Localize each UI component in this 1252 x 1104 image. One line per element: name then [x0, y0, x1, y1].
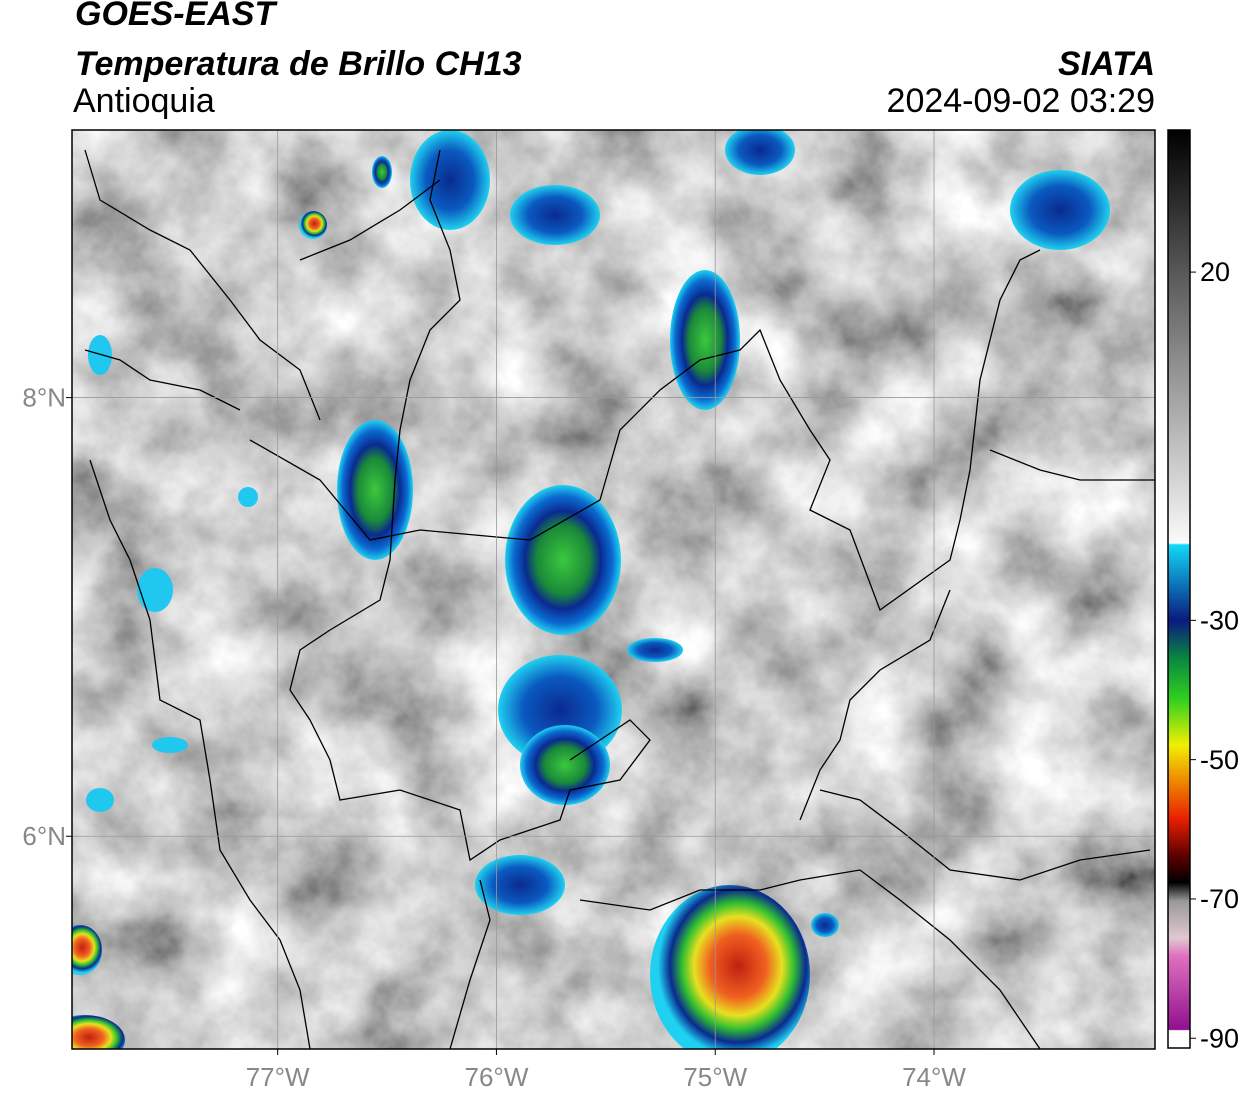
title: GOES-EAST — [75, 0, 278, 33]
x-tick-label: 74°W — [902, 1062, 966, 1092]
colorbar-tick-label: -30 — [1200, 605, 1239, 635]
satellite-map — [72, 130, 1155, 1049]
map-frame — [71, 129, 1156, 1050]
x-tick-label: 75°W — [683, 1062, 747, 1092]
y-tick-label: 8°N — [22, 382, 66, 412]
colorbar-tick-label: -70 — [1200, 884, 1239, 914]
timestamp: 2024-09-02 03:29 — [887, 82, 1155, 120]
colorbar-tick-label: -90 — [1200, 1023, 1239, 1053]
colorbar-tick-label: 20 — [1200, 257, 1230, 287]
credit: SIATA — [1058, 45, 1155, 83]
region: Antioquia — [73, 82, 215, 120]
colorbar-tick-label: -50 — [1200, 745, 1239, 775]
colorbar — [1167, 129, 1191, 1049]
graticule — [72, 130, 1155, 1049]
x-tick-label: 76°W — [465, 1062, 529, 1092]
y-tick-label: 6°N — [22, 821, 66, 851]
borders — [84, 149, 1155, 1049]
convective-cells — [72, 130, 1110, 1049]
subtitle: Temperatura de Brillo CH13 — [75, 45, 522, 83]
x-tick-label: 77°W — [246, 1062, 310, 1092]
